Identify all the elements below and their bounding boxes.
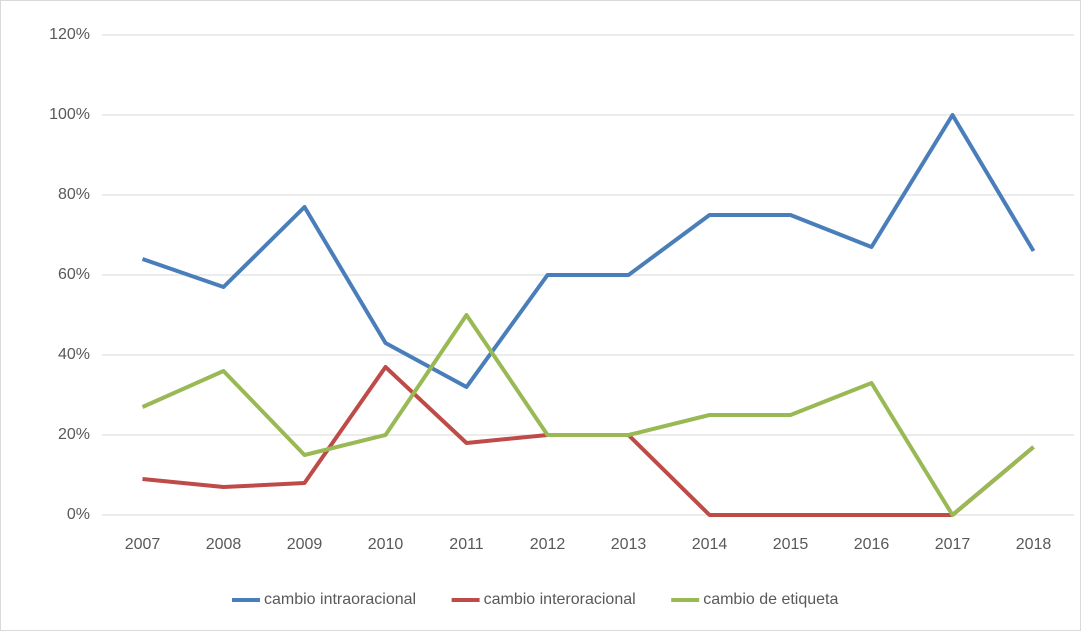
x-tick-label: 2018: [1016, 536, 1052, 553]
x-tick-label: 2008: [206, 536, 242, 553]
series-line: [141, 113, 1036, 389]
y-tick-label: 60%: [58, 266, 90, 283]
legend-label: cambio de etiqueta: [703, 591, 838, 608]
y-tick-label: 120%: [49, 26, 90, 43]
x-tick-label: 2009: [287, 536, 323, 553]
x-tick-label: 2017: [935, 536, 971, 553]
y-tick-label: 100%: [49, 106, 90, 123]
x-tick-label: 2015: [773, 536, 809, 553]
x-tick-label: 2010: [368, 536, 404, 553]
legend-label: cambio interoracional: [484, 591, 636, 608]
series-line: [141, 313, 1035, 517]
y-tick-label: 40%: [58, 346, 90, 363]
x-tick-label: 2011: [449, 536, 484, 553]
x-tick-label: 2013: [611, 536, 647, 553]
y-tick-label: 80%: [58, 186, 90, 203]
y-tick-label: 20%: [58, 426, 90, 443]
x-tick-label: 2012: [530, 536, 566, 553]
x-tick-label: 2007: [125, 536, 161, 553]
legend-label: cambio intraoracional: [264, 591, 416, 608]
x-tick-label: 2016: [854, 536, 890, 553]
x-tick-label: 2014: [692, 536, 728, 553]
y-tick-label: 0%: [67, 506, 90, 523]
